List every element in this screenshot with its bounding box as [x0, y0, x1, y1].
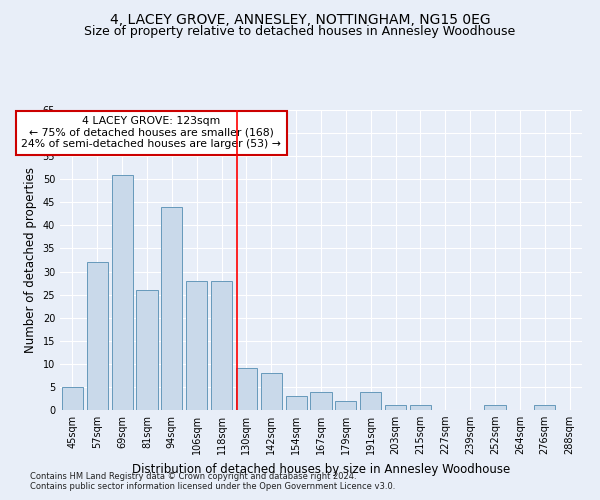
Bar: [261, 373, 282, 410]
Bar: [360, 392, 381, 410]
Bar: [310, 392, 332, 410]
Bar: [112, 174, 133, 410]
X-axis label: Distribution of detached houses by size in Annesley Woodhouse: Distribution of detached houses by size …: [132, 462, 510, 475]
Bar: [62, 387, 83, 410]
Bar: [410, 406, 431, 410]
Bar: [286, 396, 307, 410]
Bar: [87, 262, 108, 410]
Bar: [161, 207, 182, 410]
Bar: [236, 368, 257, 410]
Bar: [484, 406, 506, 410]
Text: 4 LACEY GROVE: 123sqm
← 75% of detached houses are smaller (168)
24% of semi-det: 4 LACEY GROVE: 123sqm ← 75% of detached …: [22, 116, 281, 149]
Bar: [534, 406, 555, 410]
Bar: [211, 281, 232, 410]
Bar: [136, 290, 158, 410]
Text: Contains HM Land Registry data © Crown copyright and database right 2024.: Contains HM Land Registry data © Crown c…: [30, 472, 356, 481]
Bar: [186, 281, 207, 410]
Text: Contains public sector information licensed under the Open Government Licence v3: Contains public sector information licen…: [30, 482, 395, 491]
Bar: [385, 406, 406, 410]
Text: Size of property relative to detached houses in Annesley Woodhouse: Size of property relative to detached ho…: [85, 25, 515, 38]
Text: 4, LACEY GROVE, ANNESLEY, NOTTINGHAM, NG15 0EG: 4, LACEY GROVE, ANNESLEY, NOTTINGHAM, NG…: [110, 12, 490, 26]
Bar: [335, 401, 356, 410]
Y-axis label: Number of detached properties: Number of detached properties: [24, 167, 37, 353]
